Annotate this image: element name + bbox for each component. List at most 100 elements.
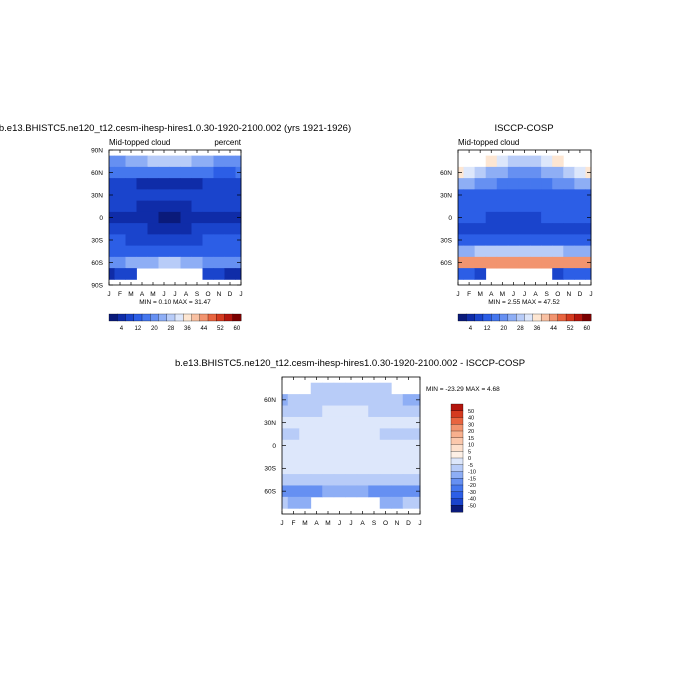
y-tick-label: 60S bbox=[440, 260, 452, 267]
heatmap-cell bbox=[356, 428, 369, 441]
heatmap-cell bbox=[496, 189, 509, 202]
heatmap-cell bbox=[356, 394, 369, 406]
heatmap-cell bbox=[391, 439, 404, 452]
heatmap-cell bbox=[474, 189, 487, 202]
heatmap-cell bbox=[563, 200, 575, 213]
heatmap-cell bbox=[552, 189, 564, 202]
y-tick-label: 90N bbox=[91, 147, 103, 154]
colorbar-label: 4 bbox=[120, 326, 124, 332]
heatmap-cell bbox=[541, 166, 553, 179]
heatmap-cell bbox=[368, 394, 381, 406]
heatmap-cell bbox=[299, 405, 312, 418]
heatmap-cell bbox=[356, 462, 369, 475]
heatmap-cell bbox=[310, 416, 323, 429]
panel2-heatmap bbox=[458, 155, 592, 280]
heatmap-cell bbox=[158, 211, 170, 224]
heatmap-cell bbox=[114, 234, 126, 247]
heatmap-cell bbox=[333, 428, 346, 441]
heatmap-cell bbox=[530, 155, 542, 168]
heatmap-cell bbox=[391, 405, 404, 418]
colorbar-label: -10 bbox=[468, 470, 476, 476]
colorbar-swatch bbox=[450, 471, 464, 479]
heatmap-cell bbox=[333, 405, 346, 418]
heatmap-cell bbox=[282, 496, 289, 509]
x-tick-label: M bbox=[150, 291, 155, 298]
heatmap-cell bbox=[114, 223, 126, 235]
heatmap-cell bbox=[496, 223, 509, 235]
heatmap-cell bbox=[474, 245, 487, 258]
heatmap-cell bbox=[235, 223, 242, 235]
heatmap-cell bbox=[180, 155, 192, 168]
x-tick-label: J bbox=[338, 520, 341, 527]
heatmap-cell bbox=[169, 234, 181, 247]
colorbar-swatch bbox=[532, 313, 542, 322]
colorbar-label: 5 bbox=[468, 449, 471, 455]
y-tick-label: 60N bbox=[440, 170, 452, 177]
heatmap-cell bbox=[485, 245, 498, 258]
heatmap-cell bbox=[310, 451, 323, 464]
heatmap-cell bbox=[496, 234, 509, 247]
heatmap-cell bbox=[507, 211, 520, 224]
heatmap-cell bbox=[299, 485, 312, 498]
heatmap-cell bbox=[541, 200, 553, 213]
x-tick-label: M bbox=[128, 291, 133, 298]
heatmap-cell bbox=[299, 394, 312, 406]
x-tick-label: A bbox=[140, 291, 145, 298]
heatmap-cell bbox=[485, 211, 498, 224]
heatmap-cell bbox=[180, 223, 192, 235]
colorbar-swatch bbox=[450, 403, 464, 412]
heatmap-cell bbox=[213, 245, 225, 258]
heatmap-cell bbox=[391, 474, 404, 486]
heatmap-cell bbox=[310, 428, 323, 441]
heatmap-cell bbox=[474, 223, 487, 235]
colorbar-swatch bbox=[540, 313, 550, 322]
heatmap-cell bbox=[368, 382, 381, 395]
colorbar-label: -5 bbox=[468, 463, 473, 469]
heatmap-cell bbox=[169, 200, 181, 213]
heatmap-cell bbox=[287, 496, 300, 509]
heatmap-cell bbox=[158, 200, 170, 213]
colorbar-swatch bbox=[549, 313, 559, 322]
heatmap-cell bbox=[563, 268, 575, 280]
panel3-y-ticks: 60N 30N 0 30S 60S bbox=[264, 397, 420, 495]
heatmap-cell bbox=[391, 496, 404, 509]
heatmap-cell bbox=[356, 382, 369, 395]
heatmap-cell bbox=[574, 166, 586, 179]
x-tick-label: A bbox=[184, 291, 189, 298]
panel3-title: b.e13.BHISTC5.ne120_t12.cesm-ihesp-hires… bbox=[175, 358, 525, 369]
colorbar-swatch bbox=[582, 313, 592, 322]
x-tick-label: J bbox=[280, 520, 283, 527]
colorbar-swatch bbox=[507, 313, 517, 322]
heatmap-cell bbox=[563, 256, 575, 269]
colorbar-swatch bbox=[158, 313, 168, 322]
heatmap-cell bbox=[125, 155, 137, 168]
panel3-heatmap bbox=[282, 382, 421, 509]
heatmap-cell bbox=[563, 223, 575, 235]
heatmap-cell bbox=[507, 223, 520, 235]
colorbar-swatch bbox=[183, 313, 192, 322]
colorbar-label: 0 bbox=[468, 456, 471, 462]
x-tick-label: J bbox=[512, 291, 515, 298]
x-tick-label: J bbox=[523, 291, 526, 298]
colorbar-label: 4 bbox=[469, 326, 473, 332]
heatmap-cell bbox=[541, 234, 553, 247]
colorbar-swatch bbox=[108, 313, 118, 322]
colorbar-label: 12 bbox=[135, 326, 142, 332]
heatmap-cell bbox=[213, 200, 225, 213]
heatmap-cell bbox=[125, 223, 137, 235]
colorbar-swatch bbox=[482, 313, 492, 322]
y-tick-label: 0 bbox=[448, 215, 452, 222]
y-tick-label: 30S bbox=[91, 237, 103, 244]
heatmap-cell bbox=[202, 234, 214, 247]
heatmap-cell bbox=[287, 428, 300, 441]
heatmap-cell bbox=[202, 166, 214, 179]
heatmap-cell bbox=[414, 405, 421, 418]
colorbar-label: -20 bbox=[468, 483, 476, 489]
heatmap-cell bbox=[109, 223, 115, 235]
heatmap-cell bbox=[552, 200, 564, 213]
colorbar-swatch bbox=[450, 410, 464, 418]
colorbar-label: 15 bbox=[468, 436, 474, 442]
heatmap-cell bbox=[463, 256, 476, 269]
heatmap-cell bbox=[474, 211, 487, 224]
